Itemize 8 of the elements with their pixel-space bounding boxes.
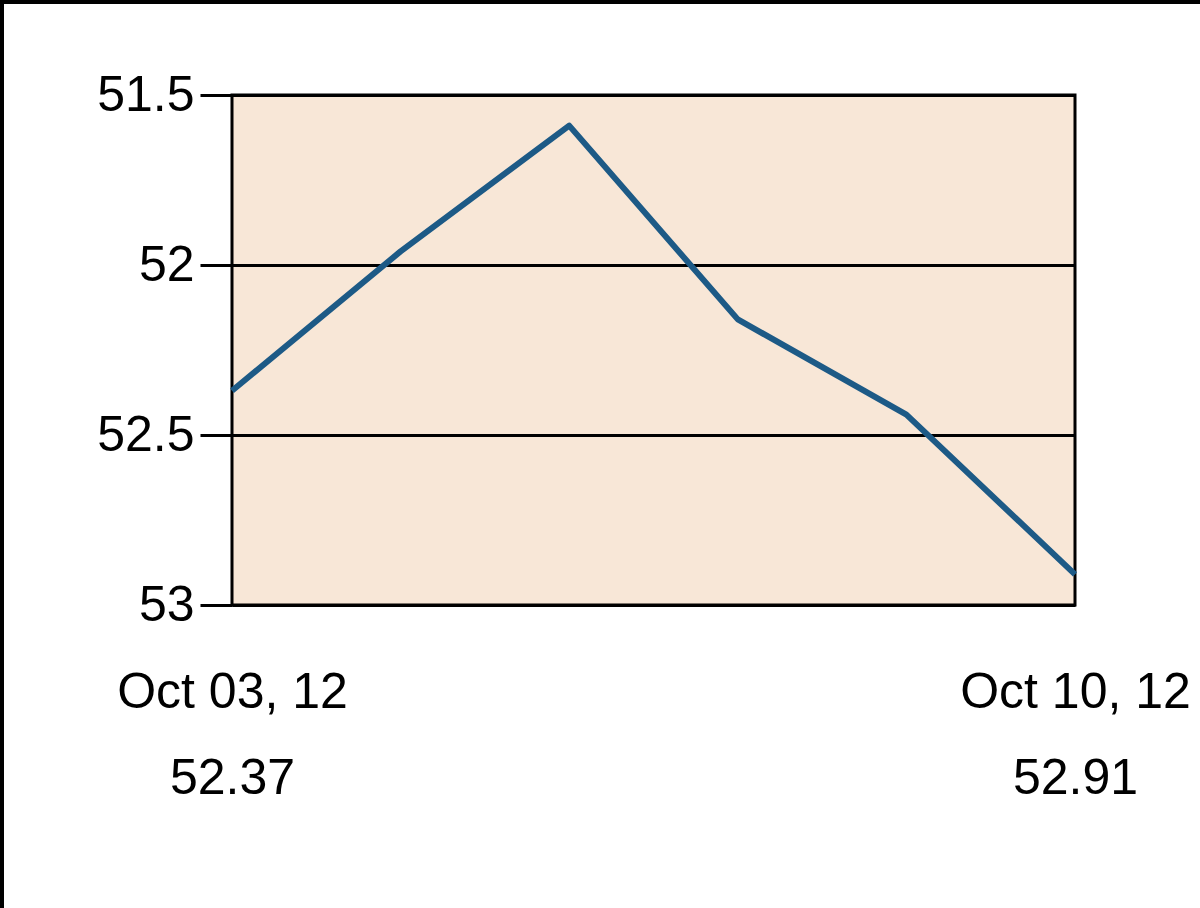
x-tick-label: Oct 10, 12 bbox=[960, 662, 1191, 719]
x-tick-label: Oct 03, 12 bbox=[117, 662, 348, 719]
y-tick-label: 52 bbox=[138, 235, 195, 292]
y-tick-label: 53 bbox=[138, 575, 195, 632]
y-tick-label: 51.5 bbox=[97, 65, 195, 122]
data-label: 52.37 bbox=[169, 748, 296, 805]
y-tick-label: 52.5 bbox=[97, 405, 195, 462]
data-label: 52.91 bbox=[1012, 748, 1139, 805]
